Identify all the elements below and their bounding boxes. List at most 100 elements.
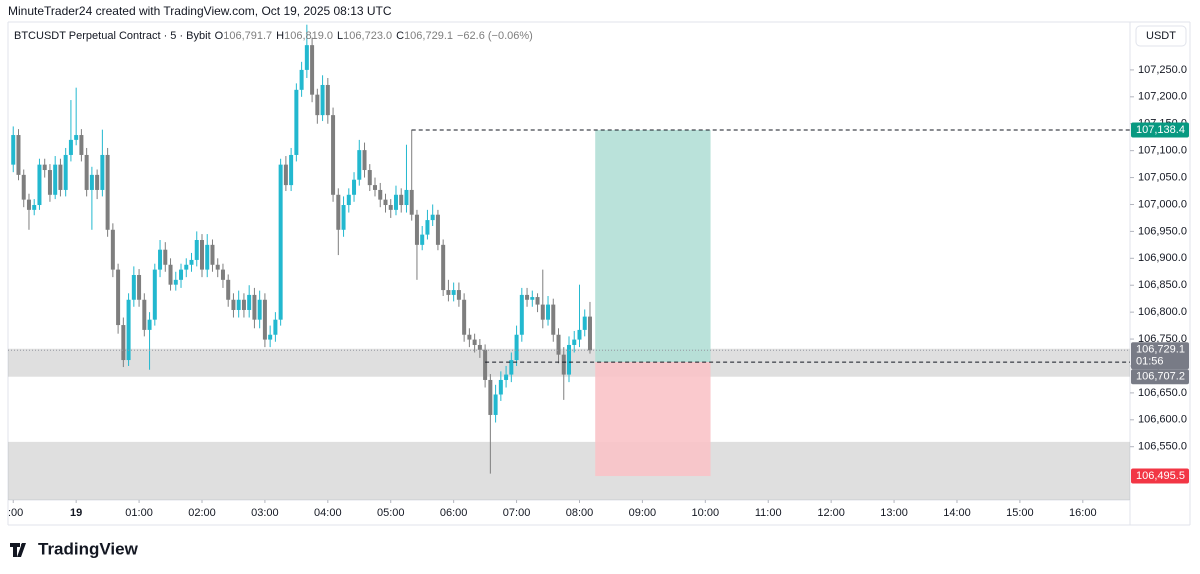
candle-body [399,194,404,206]
candle-body [509,360,514,375]
candle-body [441,244,446,291]
candle-body [561,354,566,375]
candle-body [252,294,257,320]
logo-text: TradingView [38,539,139,558]
x-tick-label: 16:00 [1069,507,1097,519]
candle-body [587,316,592,351]
candle-body [184,264,189,270]
countdown: 01:56 [1136,356,1164,368]
candle-body [74,135,79,140]
legend-value: 106,791.7 [223,30,272,42]
candle-body [226,279,231,300]
price-label-box [1131,468,1189,484]
candle-body [100,154,105,190]
candle-body [189,259,194,265]
candle-body [456,290,461,300]
candle-body [205,244,210,270]
legend-value: 106,723.0 [343,30,392,42]
candle-body [430,214,435,221]
candle-body [283,164,288,186]
plot-area [8,24,1130,500]
candle-body [220,269,225,280]
header: MinuteTrader24 created with TradingView.… [8,4,392,18]
x-tick-label: 05:00 [377,507,405,519]
x-tick-label: 19 [70,507,82,519]
candle-body [194,240,199,260]
price-label: 106,707.2 [1136,371,1185,383]
candle-body [572,339,577,345]
price-label: 107,138.4 [1136,124,1185,136]
candle-body [525,294,530,300]
candle-body [451,290,456,295]
candle-body [89,174,94,190]
candle-body [142,299,147,330]
candle-body [294,89,299,155]
candle-body [425,220,430,235]
candle-body [535,297,540,305]
y-tick-label: 106,600.0 [1138,414,1187,426]
candle-body [367,170,372,186]
y-tick-label: 107,100.0 [1138,145,1187,157]
x-tick-label: 09:00 [629,507,657,519]
candle-body [84,154,89,190]
candle-body [137,274,142,300]
candle-body [116,269,121,326]
candle-body [11,135,16,165]
candle-body [257,299,262,320]
candle-body [79,135,84,155]
candle-body [336,194,341,230]
candle-body [409,189,414,215]
candle-body [488,379,493,415]
legend-value: 106,819.0 [284,30,333,42]
x-tick-label: 06:00 [440,507,468,519]
y-tick-label: 107,000.0 [1138,198,1187,210]
candle-body [47,170,52,195]
price-label: 106,729.1 [1136,344,1185,356]
candle-body [63,154,68,190]
candle-body [546,304,551,320]
candle-body [32,205,37,210]
candle-body [210,244,215,265]
x-tick-label: :00 [8,507,23,519]
candle-body [346,194,351,206]
candle-body [268,334,273,340]
candle-body [504,374,509,380]
currency[interactable]: USDT [1146,30,1176,42]
candle-body [299,69,304,90]
price-label-box [1131,122,1189,138]
candle-body [477,344,482,350]
x-tick-label: 12:00 [817,507,845,519]
candle-body [16,135,21,175]
candle-body [483,349,488,380]
candle-body [530,297,535,300]
y-tick-label: 107,200.0 [1138,91,1187,103]
candle-body [373,185,378,190]
candle-body [105,154,110,230]
loss-zone [595,362,711,477]
x-tick-label: 04:00 [314,507,342,519]
candle-body [582,316,587,330]
candle-body [247,294,252,310]
candle-body [215,264,220,270]
logo-icon [10,543,26,557]
x-tick-label: 10:00 [692,507,720,519]
symbol: BTCUSDT Perpetual Contract · 5 · Bybit [14,30,211,42]
candle-body [341,205,346,230]
candle-body [498,379,503,395]
candle-body [404,189,409,206]
candle-body [383,199,388,206]
currency-button[interactable] [1135,25,1187,47]
candle-body [58,164,63,190]
candle-body [514,334,519,361]
x-tick-label: 14:00 [943,507,971,519]
price-label-box [1131,342,1189,370]
legend-value: 106,729.1 [404,30,453,42]
candle-body [320,84,325,116]
x-tick-label: 11:00 [755,507,782,519]
candle-body [147,319,152,330]
y-tick-label: 106,850.0 [1138,279,1187,291]
candle-body [388,205,393,210]
candle-body [179,269,184,280]
candle-body [131,274,136,300]
